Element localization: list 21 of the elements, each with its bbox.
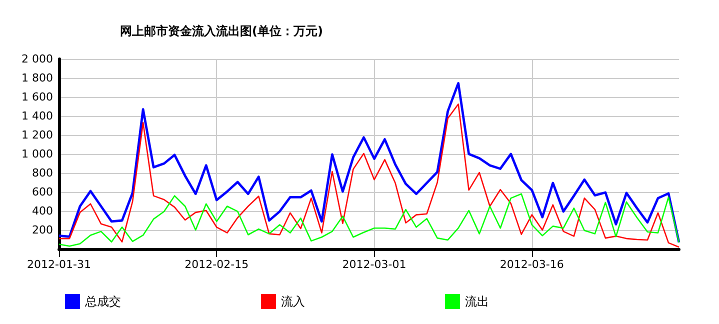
y-tick-label: 200 [32,224,53,236]
y-tick-label: 600 [32,186,53,198]
x-tick-label: 2012-01-31 [27,258,91,271]
y-tick-label: 1 800 [22,72,53,84]
y-tick-label: 1 200 [22,128,53,142]
legend-label: 总成交 [84,294,121,308]
y-tick-label: 2 000 [22,52,53,66]
y-tick-label: 1 400 [22,110,53,122]
x-tick-label: 2012-02-15 [184,258,249,271]
y-tick-label: 1 600 [22,90,53,104]
legend-label: 流入 [281,294,305,308]
legend-label: 流出 [465,294,489,308]
x-tick-label: 2012-03-01 [342,258,406,271]
line-series [58,82,680,244]
chart-title: 网上邮市资金流入流出图(单位：万元) [120,24,323,38]
y-tick-label: 800 [32,166,53,180]
line-series [58,103,680,248]
y-tick-label: 1 000 [22,148,53,160]
y-tick-label: 400 [32,204,53,218]
line-series [58,193,680,247]
x-tick-label: 2012-03-16 [500,258,564,271]
